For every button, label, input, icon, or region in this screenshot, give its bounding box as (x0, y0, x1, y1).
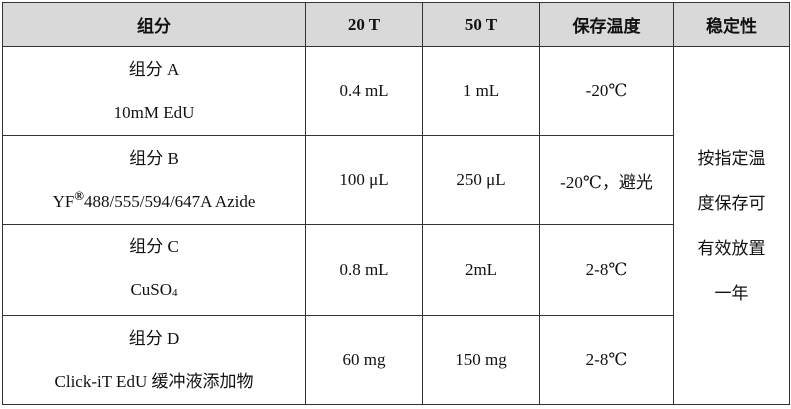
component-name: 组分 C (129, 237, 179, 256)
component-desc: CuSO4 (3, 268, 305, 315)
component-desc: YF®488/555/594/647A Azide (3, 180, 305, 223)
table-row: 组分 D Click-iT EdU 缓冲液添加物 60 mg 150 mg 2-… (2, 315, 790, 405)
header-20t: 20 T (305, 2, 423, 47)
header-storage: 保存温度 (539, 2, 674, 47)
amount-20t: 0.4 mL (305, 46, 423, 136)
amount-20t: 0.8 mL (305, 224, 423, 316)
storage-temp: 2-8℃ (539, 224, 674, 316)
table-row: 组分 B YF®488/555/594/647A Azide 100 μL 25… (2, 135, 790, 225)
subscript: 4 (172, 287, 178, 299)
component-cell: 组分 D Click-iT EdU 缓冲液添加物 (2, 315, 306, 405)
amount-50t: 1 mL (422, 46, 540, 136)
storage-temp: -20℃ (539, 46, 674, 136)
component-desc: Click-iT EdU 缓冲液添加物 (54, 372, 254, 391)
table-row: 组分 C CuSO4 0.8 mL 2mL 2-8℃ (2, 224, 790, 316)
stability-line: 一年 (714, 283, 749, 303)
header-50t: 50 T (422, 2, 540, 47)
table-row: 组分 A 10mM EdU 0.4 mL 1 mL -20℃ 按指定温 度保存可… (2, 46, 790, 405)
desc-text: 488/555/594/647A Azide (84, 192, 256, 211)
stability-line: 有效放置 (697, 238, 766, 258)
storage-temp: -20℃，避光 (539, 135, 674, 225)
header-stability: 稳定性 (673, 2, 790, 47)
stability-line: 按指定温 (697, 148, 766, 168)
header-component: 组分 (2, 2, 306, 47)
desc-text: CuSO (130, 280, 173, 299)
component-desc: 10mM EdU (113, 103, 195, 122)
header-row: 组分 20 T 50 T 保存温度 稳定性 (2, 2, 790, 47)
component-name: 组分 D (128, 329, 180, 348)
stability-line: 度保存可 (697, 193, 766, 213)
component-name: 组分 A (128, 60, 180, 79)
component-cell: 组分 B YF®488/555/594/647A Azide (2, 135, 306, 225)
amount-50t: 250 μL (422, 135, 540, 225)
amount-20t: 100 μL (305, 135, 423, 225)
component-name: 组分 B (129, 149, 179, 168)
amount-50t: 2mL (422, 224, 540, 316)
component-cell: 组分 C CuSO4 (2, 224, 306, 316)
amount-20t: 60 mg (305, 315, 423, 405)
stability-cell: 按指定温 度保存可 有效放置 一年 (673, 46, 790, 405)
component-cell: 组分 A 10mM EdU (2, 46, 306, 136)
registered-mark: ® (74, 188, 85, 203)
storage-temp: 2-8℃ (539, 315, 674, 405)
amount-50t: 150 mg (422, 315, 540, 405)
desc-prefix: YF (52, 192, 75, 211)
